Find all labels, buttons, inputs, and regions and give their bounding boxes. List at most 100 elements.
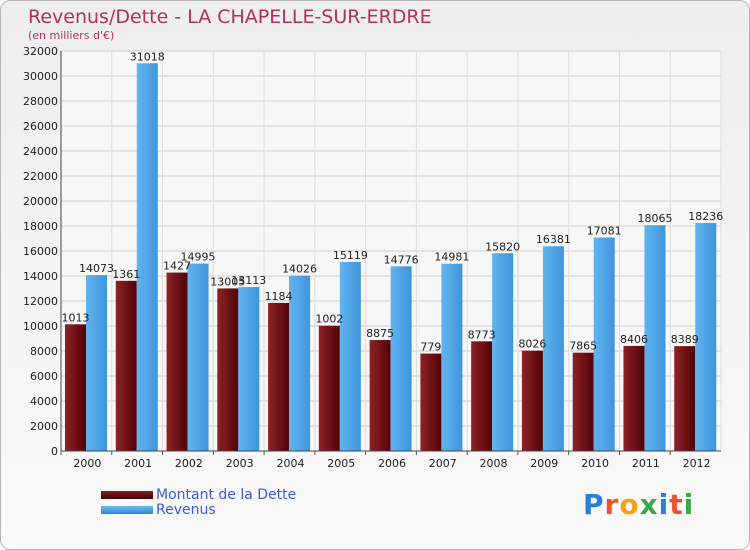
bar-dette-2008 [471, 341, 493, 451]
logo-letter: P [583, 488, 605, 521]
logo-letter: i [658, 488, 670, 521]
bar-revenus-2000 [86, 275, 107, 451]
bar-revenus-2001 [136, 63, 158, 452]
data-label-revenus: 15119 [333, 249, 368, 262]
data-label-dette: 13005 [210, 275, 245, 288]
x-tick-label: 2011 [632, 457, 660, 470]
y-tick-label: 6000 [30, 370, 58, 383]
data-label-dette: 1013 [62, 311, 90, 324]
x-tick-label: 2006 [378, 457, 406, 470]
data-label-dette: 1361 [112, 268, 140, 281]
x-tick-label: 2008 [480, 457, 508, 470]
x-tick-label: 2000 [73, 457, 101, 470]
y-tick-label: 10000 [23, 320, 58, 333]
data-label-dette: 8026 [518, 338, 546, 351]
legend-label-dette: Montant de la Dette [156, 487, 297, 503]
data-label-dette: 8406 [620, 333, 648, 346]
logo-letter: i [683, 488, 695, 521]
data-label-revenus: 15820 [485, 240, 520, 253]
logo-letter: o [619, 488, 640, 521]
y-tick-label: 0 [51, 445, 58, 458]
y-tick-label: 26000 [23, 120, 58, 133]
y-tick-label: 2000 [30, 420, 58, 433]
x-tick-label: 2002 [175, 457, 203, 470]
bar-revenus-2009 [542, 246, 564, 451]
y-tick-label: 30000 [23, 70, 58, 83]
legend-label-revenus: Revenus [156, 502, 216, 518]
x-tick-label: 2007 [429, 457, 457, 470]
bar-dette-2009 [521, 350, 543, 451]
bar-revenus-2007 [441, 263, 463, 451]
y-tick-label: 24000 [23, 145, 58, 158]
data-label-revenus: 18236 [688, 210, 723, 223]
x-tick-label: 2001 [124, 457, 152, 470]
bar-dette-2000 [65, 324, 86, 451]
bar-dette-2010 [572, 352, 594, 451]
x-tick-label: 2009 [530, 457, 558, 470]
bar-dette-2005 [318, 325, 340, 451]
data-label-revenus: 16381 [536, 233, 571, 246]
legend-swatch-revenus [101, 506, 153, 514]
x-tick-label: 2012 [683, 457, 711, 470]
x-tick-label: 2004 [276, 457, 304, 470]
x-tick-label: 2010 [581, 457, 609, 470]
data-label-revenus: 14073 [79, 262, 114, 275]
data-label-dette: 8773 [468, 328, 496, 341]
data-label-revenus: 14981 [434, 251, 469, 264]
bar-revenus-2003 [238, 287, 260, 451]
bar-dette-2003 [217, 288, 239, 451]
chart-title: Revenus/Dette - LA CHAPELLE-SUR-ERDRE [28, 6, 432, 28]
data-label-dette: 1427 [163, 260, 191, 273]
data-label-dette: 779 [420, 341, 441, 354]
data-label-dette: 8389 [671, 333, 699, 346]
chart-subtitle: (en milliers d'€) [28, 29, 115, 42]
bar-dette-2007 [420, 353, 442, 451]
bar-revenus-2005 [339, 262, 361, 451]
data-label-dette: 1002 [315, 313, 343, 326]
logo-letter: t [669, 488, 684, 521]
data-label-dette: 1184 [265, 290, 293, 303]
bar-dette-2006 [369, 340, 391, 451]
data-label-revenus: 14995 [181, 251, 216, 264]
bar-dette-2011 [623, 345, 645, 451]
data-label-revenus: 13113 [231, 274, 266, 287]
y-tick-label: 28000 [23, 95, 58, 108]
x-tick-label: 2005 [327, 457, 355, 470]
data-label-dette: 7865 [569, 340, 597, 353]
data-label-revenus: 14776 [384, 253, 419, 266]
y-tick-label: 8000 [30, 345, 58, 358]
legend-swatch-dette [101, 491, 153, 499]
bar-revenus-2011 [644, 225, 666, 451]
y-tick-label: 20000 [23, 195, 58, 208]
bar-revenus-2012 [695, 223, 717, 451]
y-tick-label: 14000 [23, 270, 58, 283]
bar-revenus-2010 [593, 237, 615, 451]
data-label-revenus: 17081 [587, 224, 622, 237]
bar-revenus-2002 [187, 263, 209, 451]
axes: 0 2000 4000 6000 8000 10000 12000 14000 16000 180… [23, 45, 721, 470]
bar-revenus-2006 [390, 266, 412, 451]
data-label-revenus: 14026 [282, 263, 317, 276]
logo-letter: r [604, 488, 620, 521]
legend-item-revenus: Revenus [101, 503, 216, 517]
y-tick-label: 4000 [30, 395, 58, 408]
logo-letter: x [639, 488, 659, 521]
bar-dette-2012 [674, 346, 696, 451]
x-tick-label: 2003 [226, 457, 254, 470]
data-label-dette: 8875 [366, 327, 394, 340]
bars [65, 63, 717, 452]
data-label-revenus: 31018 [130, 50, 165, 63]
legend-item-dette: Montant de la Dette [101, 488, 296, 502]
data-label-revenus: 18065 [637, 212, 672, 225]
y-tick-label: 12000 [23, 295, 58, 308]
proxiti-logo: Proxiti [583, 488, 694, 521]
y-tick-label: 22000 [23, 170, 58, 183]
bar-dette-2004 [268, 302, 290, 451]
bar-dette-2001 [115, 280, 137, 451]
y-tick-label: 32000 [23, 45, 58, 58]
y-tick-label: 16000 [23, 245, 58, 258]
bar-dette-2002 [166, 272, 188, 451]
